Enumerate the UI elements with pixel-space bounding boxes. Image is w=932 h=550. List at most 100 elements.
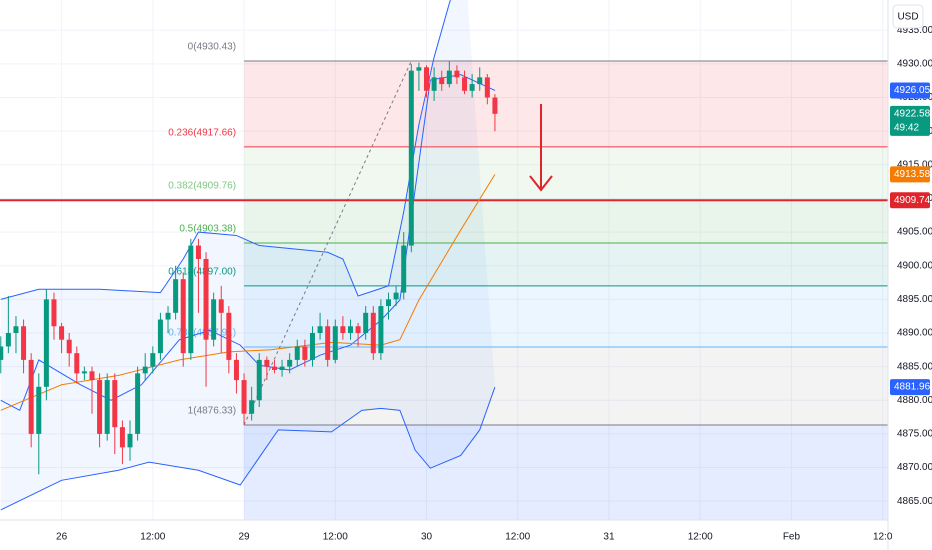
candle-body bbox=[309, 332, 315, 360]
candle-body bbox=[484, 77, 490, 98]
fib-label: 0(4930.43) bbox=[188, 42, 236, 53]
price-tag bbox=[890, 192, 930, 209]
candle-body bbox=[203, 258, 209, 340]
countdown: 49:42 bbox=[894, 122, 919, 133]
candle-body bbox=[370, 312, 376, 354]
candle-body bbox=[112, 380, 118, 428]
candle-body bbox=[393, 292, 399, 300]
candle-body bbox=[241, 380, 247, 414]
band-fill bbox=[0, 0, 495, 510]
candle-body bbox=[226, 312, 232, 360]
price-tag bbox=[890, 166, 930, 183]
candle-body bbox=[89, 371, 95, 381]
price-tag-label: 4909.74 bbox=[894, 195, 931, 206]
candle-body bbox=[347, 326, 353, 333]
candle-body bbox=[211, 299, 217, 340]
y-tick-label: 4935.00 bbox=[897, 25, 932, 36]
candle-body bbox=[43, 299, 49, 387]
price-tag-label: 4926.05 bbox=[894, 85, 931, 96]
fib-zone bbox=[244, 61, 888, 147]
candle-body bbox=[408, 70, 414, 246]
candle-body bbox=[59, 326, 65, 340]
y-tick-label: 4885.00 bbox=[897, 361, 932, 372]
candle-body bbox=[127, 433, 133, 448]
candle-body bbox=[462, 77, 468, 91]
candle-body bbox=[317, 326, 323, 333]
candle-body bbox=[294, 346, 300, 360]
candle-body bbox=[264, 359, 270, 367]
price-tag bbox=[890, 82, 930, 99]
candle-body bbox=[142, 366, 148, 374]
candle-body bbox=[66, 339, 72, 354]
candle-body bbox=[0, 346, 4, 360]
x-tick-label: 12:00 bbox=[140, 532, 165, 543]
currency-button[interactable] bbox=[892, 4, 924, 29]
candle-body bbox=[135, 373, 141, 434]
x-tick-label: 30 bbox=[421, 532, 433, 543]
x-tick-label: 31 bbox=[603, 532, 615, 543]
candle-body bbox=[401, 245, 407, 293]
fib-label: 1(4876.33) bbox=[188, 406, 236, 417]
y-tick-label: 4905.00 bbox=[897, 227, 932, 238]
candle-body bbox=[119, 427, 125, 448]
candle-body bbox=[424, 67, 430, 91]
price-tag bbox=[890, 379, 930, 396]
candle-body bbox=[233, 359, 239, 381]
candle-body bbox=[256, 359, 262, 401]
x-tick-label: 29 bbox=[238, 532, 250, 543]
candle-body bbox=[454, 70, 460, 78]
candle-body bbox=[279, 366, 285, 370]
fib-zone bbox=[244, 347, 888, 425]
y-tick-label: 4890.00 bbox=[897, 328, 932, 339]
y-tick-label: 4915.00 bbox=[897, 159, 932, 170]
candle-body bbox=[150, 353, 156, 367]
y-tick-label: 4865.00 bbox=[897, 496, 932, 507]
candle-body bbox=[325, 326, 331, 360]
fib-label: 0.5(4903.38) bbox=[179, 224, 236, 235]
price-tag-label: 4881.96 bbox=[894, 382, 931, 393]
candle-body bbox=[74, 353, 80, 374]
candle-body bbox=[21, 326, 27, 360]
price-tag-label: 4913.58 bbox=[894, 169, 931, 180]
candle-body bbox=[97, 380, 103, 434]
candle-body bbox=[81, 371, 87, 374]
indicator-line bbox=[0, 386, 496, 511]
y-tick-label: 4870.00 bbox=[897, 462, 932, 473]
candle-body bbox=[195, 245, 201, 259]
x-tick-label: 26 bbox=[56, 532, 68, 543]
y-tick-label: 4900.00 bbox=[897, 260, 932, 271]
fib-zone bbox=[244, 146, 888, 201]
candle-body bbox=[469, 84, 475, 91]
candle-body bbox=[378, 306, 384, 354]
candle-body bbox=[5, 332, 11, 347]
fib-label: 0.382(4909.76) bbox=[168, 181, 236, 192]
candle-body bbox=[218, 299, 224, 313]
x-tick-label: Feb bbox=[783, 532, 801, 543]
candle-body bbox=[416, 67, 422, 71]
candle-body bbox=[28, 359, 34, 434]
candle-body bbox=[431, 77, 437, 91]
arrow-head bbox=[529, 175, 553, 192]
price-tag bbox=[890, 105, 930, 136]
y-tick-label: 4895.00 bbox=[897, 294, 932, 305]
y-tick-label: 4880.00 bbox=[897, 395, 932, 406]
candle-body bbox=[302, 346, 308, 360]
candle-body bbox=[188, 245, 194, 354]
fib-zone bbox=[244, 424, 888, 520]
candle-body bbox=[157, 319, 163, 354]
x-tick-label: 12:00 bbox=[688, 532, 713, 543]
fib-label: 0.618(4897.00) bbox=[168, 267, 236, 278]
x-tick-label: 12:00 bbox=[323, 532, 348, 543]
fib-zone bbox=[244, 242, 888, 286]
price-tag-label: 4922.58 bbox=[894, 108, 931, 119]
y-tick-label: 4930.00 bbox=[897, 59, 932, 70]
candle-body bbox=[165, 312, 171, 320]
currency[interactable]: USD bbox=[897, 12, 918, 23]
candle-body bbox=[386, 299, 391, 307]
y-tick-label: 4875.00 bbox=[897, 429, 932, 440]
candle-body bbox=[104, 380, 110, 434]
candle-body bbox=[477, 77, 483, 85]
axis: 4865.00 4870.00 4875.00 4880.00 4885.00 4890.… bbox=[56, 25, 932, 543]
candle-body bbox=[287, 359, 293, 367]
